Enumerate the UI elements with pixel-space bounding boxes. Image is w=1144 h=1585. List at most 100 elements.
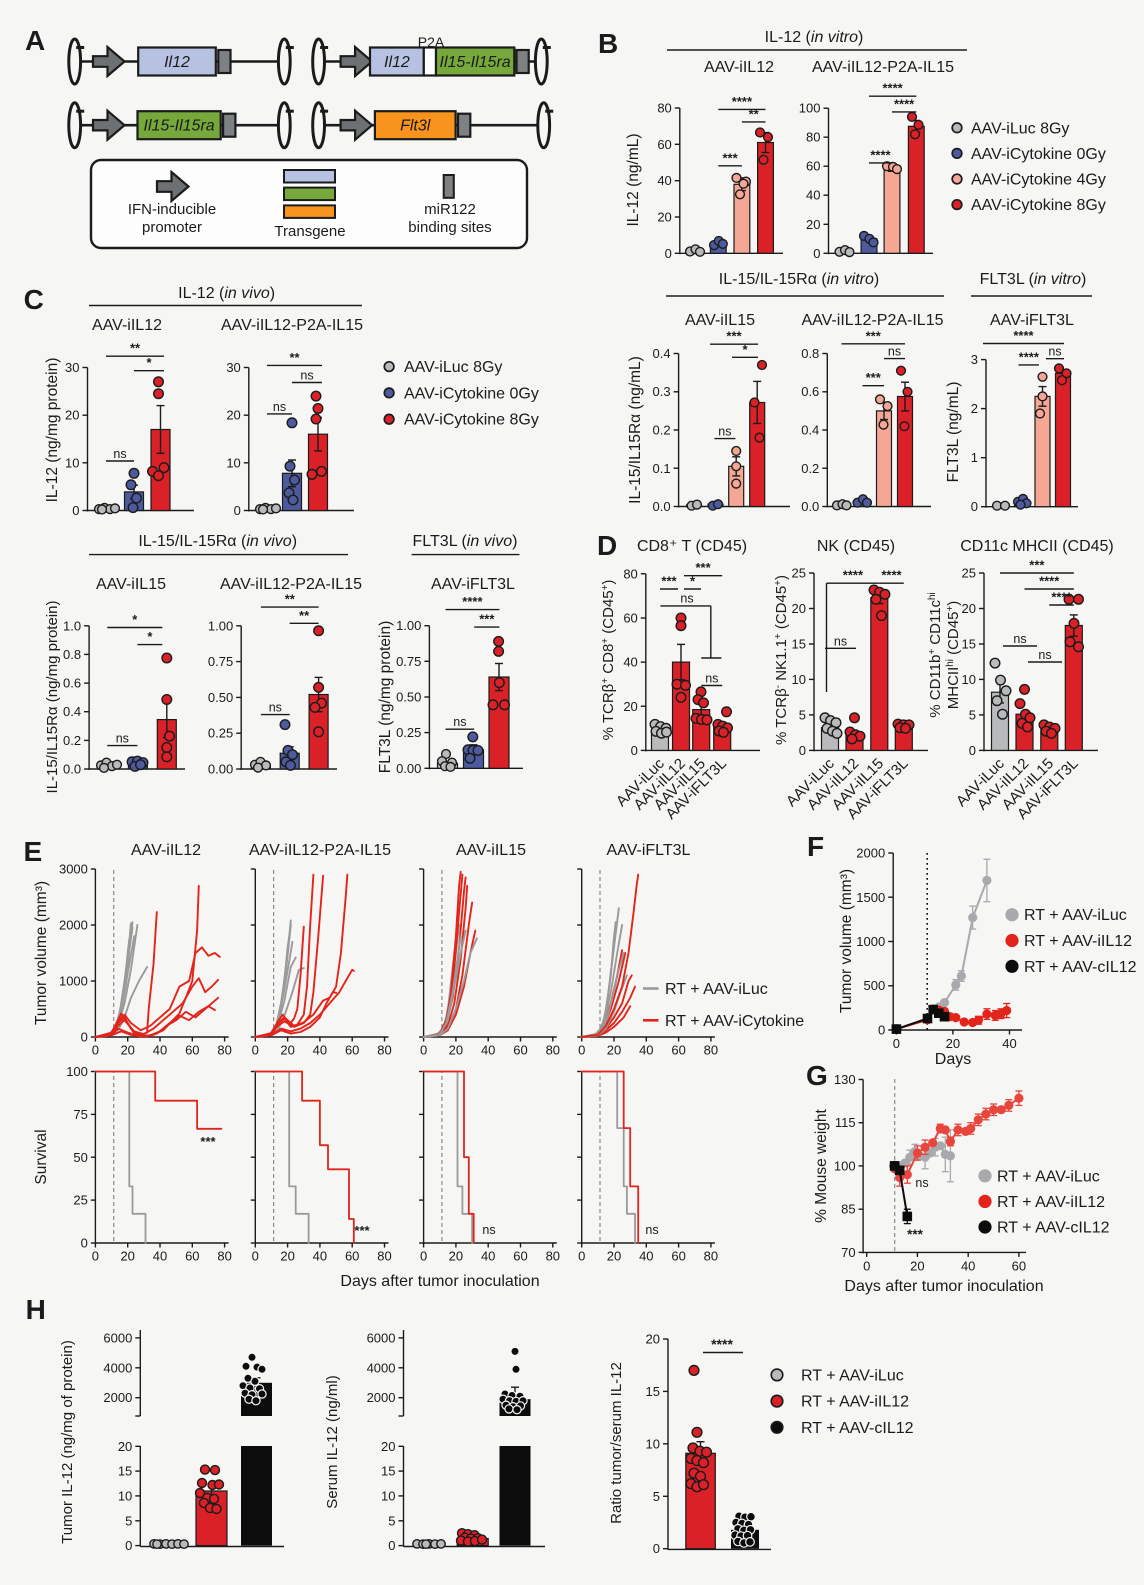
svg-text:0: 0 [125, 1538, 132, 1553]
svg-text:0.50: 0.50 [208, 690, 233, 705]
svg-text:AAV-iIL12: AAV-iIL12 [704, 59, 774, 76]
svg-text:Tumor volume (mm³): Tumor volume (mm³) [33, 881, 50, 1025]
svg-text:0: 0 [878, 1023, 885, 1038]
svg-text:30: 30 [226, 360, 240, 375]
svg-text:***: *** [907, 1227, 924, 1242]
svg-text:AAV-iIL12: AAV-iIL12 [131, 842, 201, 859]
svg-text:ns: ns [718, 425, 731, 439]
svg-text:0: 0 [72, 503, 79, 518]
svg-text:RT + AAV-cIL12: RT + AAV-cIL12 [1024, 959, 1137, 976]
svg-text:0: 0 [799, 743, 806, 758]
svg-text:Days: Days [935, 1051, 971, 1068]
svg-text:AAV-iIL12-P2A-IL15: AAV-iIL12-P2A-IL15 [801, 312, 943, 329]
svg-text:ns: ns [680, 592, 693, 606]
svg-text:***: *** [866, 370, 882, 385]
svg-text:AAV-iCytokine 0Gy: AAV-iCytokine 0Gy [971, 146, 1106, 163]
svg-text:5: 5 [799, 707, 806, 722]
svg-text:20: 20 [120, 1043, 134, 1058]
svg-text:0: 0 [969, 743, 976, 758]
svg-text:0.6: 0.6 [801, 384, 819, 399]
svg-text:80: 80 [657, 101, 671, 116]
svg-text:80: 80 [217, 1043, 231, 1058]
svg-text:AAV-iCytokine 8Gy: AAV-iCytokine 8Gy [404, 412, 539, 429]
svg-text:0: 0 [252, 1249, 259, 1264]
svg-text:RT + AAV-iIL12: RT + AAV-iIL12 [997, 1194, 1105, 1211]
svg-text:80: 80 [377, 1249, 391, 1264]
svg-text:****: **** [732, 94, 753, 109]
svg-text:1000: 1000 [856, 934, 885, 949]
svg-text:0: 0 [893, 1036, 900, 1051]
svg-text:ns: ns [1038, 648, 1051, 662]
svg-text:2000: 2000 [367, 1390, 396, 1405]
svg-text:60: 60 [513, 1249, 527, 1264]
svg-text:AAV-iIL12-P2A-IL15: AAV-iIL12-P2A-IL15 [221, 317, 363, 334]
svg-text:**: ** [285, 592, 296, 607]
svg-text:Il12: Il12 [164, 54, 190, 71]
svg-text:40: 40 [153, 1249, 167, 1264]
svg-text:Il15-Il15ra: Il15-Il15ra [440, 54, 511, 71]
svg-text:% CD11b+​ CD11chi​: % CD11b+​ CD11chi​ [927, 592, 944, 717]
svg-text:30: 30 [65, 360, 79, 375]
svg-text:% TCRβ+​ CD8+​ (CD45+​): % TCRβ+​ CD8+​ (CD45+​) [600, 580, 617, 741]
svg-text:IL-15/IL-15Rα (in vitro): IL-15/IL-15Rα (in vitro) [719, 271, 879, 288]
svg-text:80: 80 [704, 1249, 718, 1264]
svg-text:500: 500 [863, 978, 885, 993]
svg-text:Tumor volume (mm³): Tumor volume (mm³) [838, 869, 855, 1013]
svg-text:ns: ns [482, 1223, 495, 1237]
svg-text:1.0: 1.0 [63, 618, 81, 633]
svg-text:RT + AAV-iIL12: RT + AAV-iIL12 [801, 1394, 909, 1411]
svg-text:25: 25 [73, 1193, 87, 1208]
svg-text:Il15-Il15ra: Il15-Il15ra [144, 118, 215, 135]
svg-text:20: 20 [623, 699, 637, 714]
svg-text:AAV-iIL15: AAV-iIL15 [456, 842, 526, 859]
svg-text:130: 130 [834, 1072, 856, 1087]
svg-text:**: ** [130, 341, 141, 356]
svg-text:25: 25 [962, 566, 976, 581]
svg-text:D: D [597, 530, 617, 561]
svg-text:3: 3 [971, 352, 978, 367]
svg-text:40: 40 [639, 1043, 653, 1058]
svg-text:0: 0 [631, 743, 638, 758]
svg-text:Survival: Survival [33, 1129, 50, 1184]
svg-text:RT + AAV-iLuc: RT + AAV-iLuc [1024, 907, 1127, 924]
svg-text:15: 15 [381, 1464, 395, 1479]
svg-text:15: 15 [792, 637, 806, 652]
svg-text:100: 100 [834, 1158, 856, 1173]
svg-text:20: 20 [607, 1249, 621, 1264]
svg-text:ns: ns [705, 672, 718, 686]
svg-text:*: * [132, 612, 138, 627]
svg-text:AAV-iIL12: AAV-iIL12 [92, 317, 162, 334]
svg-text:75: 75 [73, 1107, 87, 1122]
svg-text:AAV-iCytokine 4Gy: AAV-iCytokine 4Gy [971, 172, 1106, 189]
svg-text:Ratio tumor/serum IL-12: Ratio tumor/serum IL-12 [608, 1362, 625, 1524]
svg-text:10: 10 [646, 1436, 660, 1451]
svg-text:AAV-iFLT3L: AAV-iFLT3L [990, 312, 1074, 329]
svg-text:80: 80 [217, 1249, 231, 1264]
svg-text:1000: 1000 [59, 974, 88, 989]
svg-text:****: **** [1051, 590, 1072, 605]
svg-text:0.1: 0.1 [653, 461, 671, 476]
svg-text:0.8: 0.8 [63, 647, 81, 662]
svg-text:% TCRβ-​ NK1.1+​ (CD45+​): % TCRβ-​ NK1.1+​ (CD45+​) [773, 575, 790, 745]
svg-text:AAV-iIL12-P2A-IL15: AAV-iIL12-P2A-IL15 [220, 576, 362, 593]
svg-text:0: 0 [653, 1541, 660, 1556]
svg-text:****: **** [462, 594, 483, 609]
svg-text:B: B [598, 28, 618, 59]
svg-text:40: 40 [623, 655, 637, 670]
svg-text:1.00: 1.00 [396, 618, 421, 633]
svg-text:RT + AAV-iLuc: RT + AAV-iLuc [801, 1367, 904, 1384]
svg-text:50: 50 [73, 1150, 87, 1165]
svg-text:***: *** [354, 1223, 370, 1238]
svg-text:0: 0 [420, 1249, 427, 1264]
svg-text:0.50: 0.50 [396, 690, 421, 705]
svg-text:Tumor IL-12 (ng/mg of protein): Tumor IL-12 (ng/mg of protein) [59, 1340, 76, 1544]
svg-text:0.25: 0.25 [208, 726, 233, 741]
svg-text:ns: ns [1048, 345, 1061, 359]
svg-text:6000: 6000 [367, 1330, 396, 1345]
svg-text:5: 5 [969, 707, 976, 722]
svg-text:80: 80 [377, 1043, 391, 1058]
svg-text:***: *** [696, 560, 712, 575]
svg-text:NK (CD45): NK (CD45) [817, 538, 895, 555]
svg-text:60: 60 [345, 1043, 359, 1058]
svg-text:40: 40 [961, 1258, 975, 1273]
